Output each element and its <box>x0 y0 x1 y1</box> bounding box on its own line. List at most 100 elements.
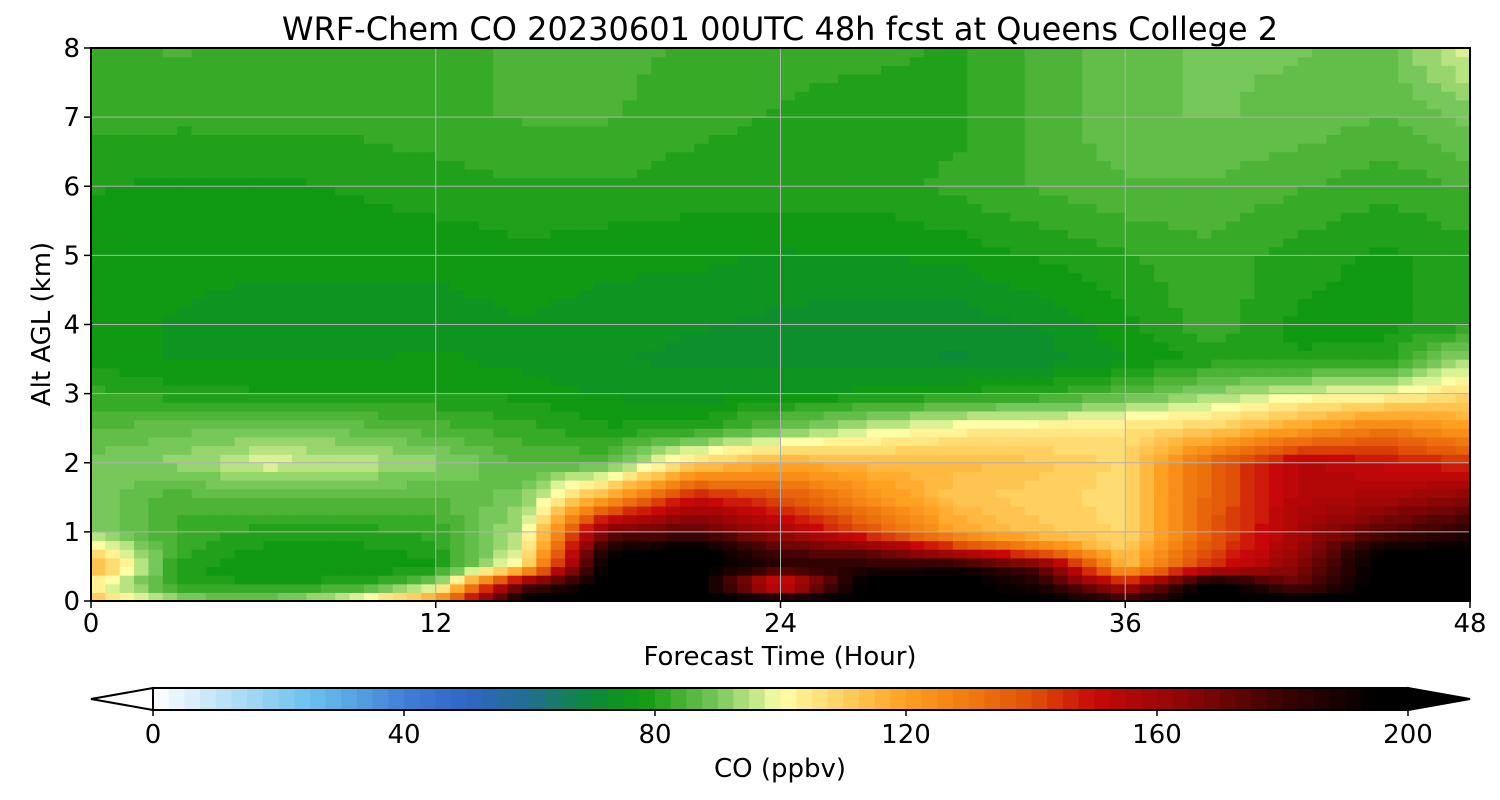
heatmap-cell <box>205 393 221 403</box>
heatmap-cell <box>205 194 221 205</box>
heatmap-cell <box>521 514 537 524</box>
heatmap-cell <box>177 402 193 412</box>
heatmap-cell <box>464 246 480 256</box>
heatmap-cell <box>565 333 580 343</box>
heatmap-cell <box>981 497 997 507</box>
heatmap-cell <box>651 255 667 265</box>
heatmap-cell <box>1311 255 1327 265</box>
heatmap-cell <box>1096 298 1112 308</box>
heatmap-cell <box>177 445 193 455</box>
heatmap-cell <box>1283 203 1299 213</box>
heatmap-cell <box>837 255 853 265</box>
heatmap-cell <box>1383 393 1399 403</box>
heatmap-cell <box>1340 393 1356 403</box>
heatmap-cell <box>708 566 724 576</box>
heatmap-cell <box>665 505 681 516</box>
heatmap-cell <box>751 264 767 274</box>
heatmap-cell <box>249 272 264 282</box>
heatmap-cell <box>593 384 609 395</box>
heatmap-cell <box>665 376 681 386</box>
heatmap-cell <box>981 367 997 377</box>
heatmap-cell <box>636 471 652 481</box>
heatmap-cell <box>1182 540 1198 550</box>
heatmap-cell <box>335 229 351 239</box>
heatmap-cell <box>909 549 925 559</box>
heatmap-cell <box>852 402 868 412</box>
heatmap-cell <box>550 540 566 550</box>
heatmap-cell <box>464 462 480 472</box>
heatmap-cell <box>162 281 178 291</box>
heatmap-cell <box>1369 272 1385 282</box>
heatmap-cell <box>938 592 954 602</box>
heatmap-cell <box>1211 376 1227 386</box>
heatmap-cell <box>1125 264 1141 274</box>
heatmap-cell <box>407 402 422 412</box>
heatmap-cell <box>450 497 466 507</box>
heatmap-cell <box>737 445 753 455</box>
heatmap-cell <box>1326 281 1342 291</box>
heatmap-cell <box>852 367 868 377</box>
heatmap-cell <box>292 549 308 559</box>
heatmap-cell <box>1082 497 1098 507</box>
heatmap-cell <box>91 143 106 153</box>
heatmap-cell <box>1096 575 1112 585</box>
heatmap-cell <box>909 315 925 326</box>
heatmap-cell <box>679 307 695 317</box>
heatmap-cell <box>924 497 940 507</box>
heatmap-cell <box>679 566 695 576</box>
heatmap-cell <box>263 272 279 282</box>
heatmap-cell <box>320 168 336 179</box>
heatmap-cell <box>1283 549 1299 559</box>
heatmap-cell <box>536 393 552 403</box>
heatmap-cell <box>723 168 738 179</box>
heatmap-cell <box>895 186 911 196</box>
heatmap-cell <box>608 333 624 343</box>
heatmap-cell <box>823 445 839 455</box>
heatmap-cell <box>1211 194 1227 205</box>
heatmap-cell <box>665 212 681 222</box>
heatmap-cell <box>723 531 738 542</box>
heatmap-cell <box>1053 324 1069 334</box>
heatmap-cell <box>909 324 925 334</box>
heatmap-cell <box>579 238 595 248</box>
heatmap-cell <box>1053 454 1069 464</box>
heatmap-cell <box>320 454 336 464</box>
heatmap-cell <box>407 376 422 386</box>
heatmap-cell <box>1168 324 1184 334</box>
heatmap-cell <box>478 376 494 386</box>
heatmap-cell <box>967 592 983 602</box>
heatmap-cell <box>1082 341 1098 352</box>
heatmap-cell <box>407 566 422 576</box>
heatmap-cell <box>205 488 221 498</box>
heatmap-cell <box>852 212 868 222</box>
heatmap-cell <box>220 255 236 265</box>
heatmap-cell <box>579 514 595 524</box>
heatmap-cell <box>421 341 437 352</box>
heatmap-cell <box>91 419 106 429</box>
heatmap-cell <box>119 246 135 256</box>
heatmap-cell <box>1024 350 1040 360</box>
heatmap-cell <box>521 376 537 386</box>
heatmap-cell <box>105 281 121 291</box>
heatmap-cell <box>1153 324 1169 334</box>
heatmap-cell <box>1426 445 1442 455</box>
heatmap-cell <box>1355 445 1371 455</box>
heatmap-cell <box>1110 393 1126 403</box>
heatmap-cell <box>1225 480 1241 490</box>
heatmap-cell <box>1240 419 1256 429</box>
heatmap-cell <box>593 220 609 231</box>
heatmap-cell <box>464 160 480 170</box>
heatmap-cell <box>895 194 911 205</box>
heatmap-cell <box>651 471 667 481</box>
heatmap-cell <box>1441 505 1457 516</box>
heatmap-cell <box>1096 246 1112 256</box>
heatmap-cell <box>1340 289 1356 300</box>
heatmap-cell <box>407 497 422 507</box>
heatmap-cell <box>162 575 178 585</box>
heatmap-cell <box>1340 592 1356 602</box>
heatmap-cell <box>277 359 293 369</box>
heatmap-cell <box>407 341 422 352</box>
heatmap-cell <box>536 315 552 326</box>
heatmap-cell <box>478 566 494 576</box>
heatmap-cell <box>1024 419 1040 429</box>
